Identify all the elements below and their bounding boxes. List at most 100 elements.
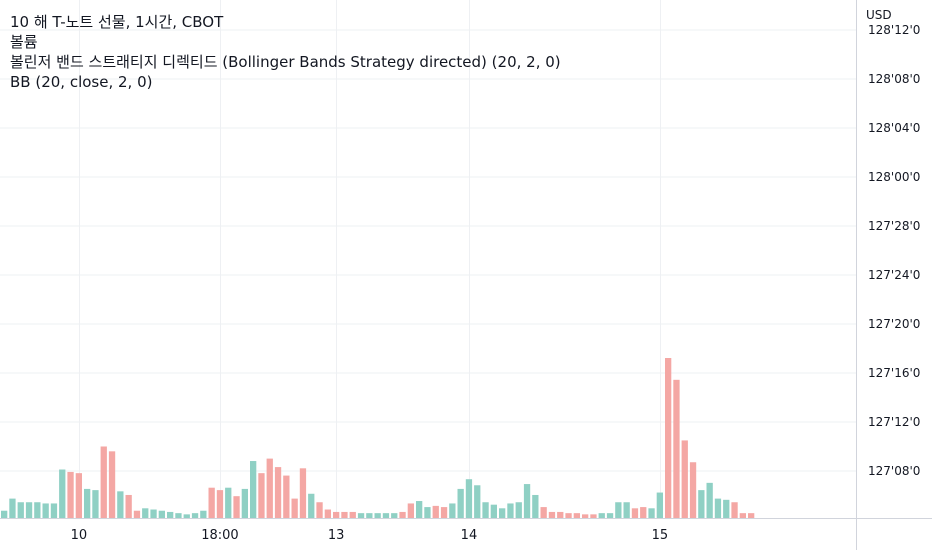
- volume-bar: [84, 488, 91, 518]
- volume-bar: [200, 510, 207, 518]
- volume-bar: [17, 502, 24, 518]
- volume-bar: [357, 513, 365, 518]
- volume-bar: [407, 503, 414, 518]
- volume-bar: [324, 509, 331, 518]
- symbol-title: 10 해 T-노트 선물, 1시간, CBOT: [10, 13, 224, 31]
- volume-bar: [640, 507, 647, 518]
- volume-bar: [75, 473, 82, 518]
- price-tick-label: 128'08'0: [868, 72, 920, 86]
- volume-bar: [34, 502, 41, 518]
- volume-bar: [606, 513, 614, 518]
- volume-bar: [449, 503, 456, 518]
- volume-bar: [382, 513, 390, 518]
- chart-legend: 10 해 T-노트 선물, 1시간, CBOT 볼륨 볼린저 밴드 스트래티지 …: [10, 12, 561, 92]
- volume-bar: [482, 502, 489, 518]
- volume-bar: [681, 440, 688, 518]
- volume-bar: [557, 511, 564, 518]
- volume-bar: [656, 492, 663, 518]
- volume-bar: [739, 513, 746, 518]
- volume-bar: [540, 507, 547, 518]
- volume-bar: [440, 507, 448, 518]
- volume-bar: [167, 511, 174, 518]
- volume-bar: [515, 502, 522, 518]
- volume-indicator-label[interactable]: 볼륨: [10, 33, 38, 51]
- volume-bar: [399, 511, 406, 518]
- volume-bar: [191, 513, 199, 518]
- volume-bar: [490, 504, 497, 518]
- time-tick-label: 18:00: [201, 528, 238, 543]
- price-tick-label: 128'04'0: [868, 121, 920, 135]
- volume-bar: [67, 471, 74, 518]
- volume-bar: [573, 513, 580, 518]
- volume-bar: [208, 487, 215, 518]
- volume-bar: [706, 482, 713, 518]
- volume-bar: [283, 475, 290, 518]
- currency-label-bg: [862, 3, 932, 25]
- volume-bar: [366, 513, 373, 518]
- volume-bar: [499, 508, 506, 518]
- volume-bar: [532, 494, 539, 518]
- volume-bar: [92, 490, 99, 518]
- currency-label[interactable]: USD: [866, 8, 892, 22]
- time-tick-label: 14: [461, 528, 478, 543]
- volume-bar: [598, 513, 605, 518]
- bollinger-bands-indicator-label[interactable]: BB (20, close, 2, 0): [10, 73, 153, 91]
- volume-bar: [316, 502, 323, 518]
- volume-bar: [590, 514, 597, 518]
- volume-bar: [689, 462, 697, 518]
- time-tick-label: 10: [71, 528, 88, 543]
- volume-bar: [1, 510, 8, 518]
- volume-bar: [175, 513, 182, 518]
- time-axis[interactable]: 10 18:00 13 14 15: [0, 518, 932, 544]
- volume-bar: [142, 508, 149, 518]
- volume-bar: [274, 467, 282, 518]
- price-tick-label: 128'12'0: [868, 23, 920, 37]
- volume-bar: [665, 358, 672, 518]
- volume-bar: [308, 493, 315, 518]
- price-tick-label: 127'12'0: [868, 415, 920, 429]
- volume-bar: [349, 511, 356, 518]
- volume-bar: [582, 514, 589, 518]
- volume-bar: [59, 469, 66, 518]
- price-tick-label: 127'08'0: [868, 464, 920, 478]
- volume-bar: [723, 499, 730, 518]
- volume-bar: [42, 503, 49, 518]
- volume-bar: [565, 513, 572, 518]
- price-tick-label: 127'24'0: [868, 268, 920, 282]
- volume-bar: [474, 485, 481, 518]
- volume-bar: [216, 490, 224, 518]
- volume-bar: [548, 511, 556, 518]
- volume-bar: [183, 514, 190, 518]
- strategy-indicator-label[interactable]: 볼린저 밴드 스트래티지 디렉티드 (Bollinger Bands Strat…: [10, 53, 561, 71]
- volume-bar: [158, 510, 165, 518]
- chart-grid: [0, 0, 856, 518]
- volume-bar: [117, 491, 124, 518]
- volume-bar: [225, 487, 232, 518]
- volume-bar: [241, 488, 248, 518]
- time-tick-label: 15: [652, 528, 669, 543]
- volume-bar: [341, 511, 348, 518]
- volume-bar: [133, 510, 141, 518]
- volume-bar: [100, 446, 107, 518]
- price-axis[interactable]: 128'12'0 128'08'0 128'04'0 128'00'0 127'28'0…: [856, 0, 932, 550]
- volume-bar: [108, 451, 116, 518]
- volume-bar: [291, 498, 298, 518]
- volume-bar: [50, 503, 58, 518]
- volume-bar: [25, 502, 33, 518]
- volume-bar: [258, 473, 265, 518]
- volume-bar: [416, 501, 423, 518]
- price-tick-label: 128'00'0: [868, 170, 920, 184]
- volume-bar: [507, 503, 514, 518]
- price-tick-label: 127'28'0: [868, 219, 920, 233]
- volume-bar: [457, 488, 464, 518]
- volume-bar: [673, 379, 680, 518]
- volume-bar: [615, 502, 622, 518]
- volume-bar: [623, 502, 630, 518]
- volume-bar: [731, 502, 738, 518]
- volume-bar: [714, 498, 722, 518]
- volume-bar: [125, 494, 132, 518]
- volume-bar: [523, 484, 531, 518]
- volume-bar: [333, 511, 340, 518]
- volume-bar: [648, 508, 655, 518]
